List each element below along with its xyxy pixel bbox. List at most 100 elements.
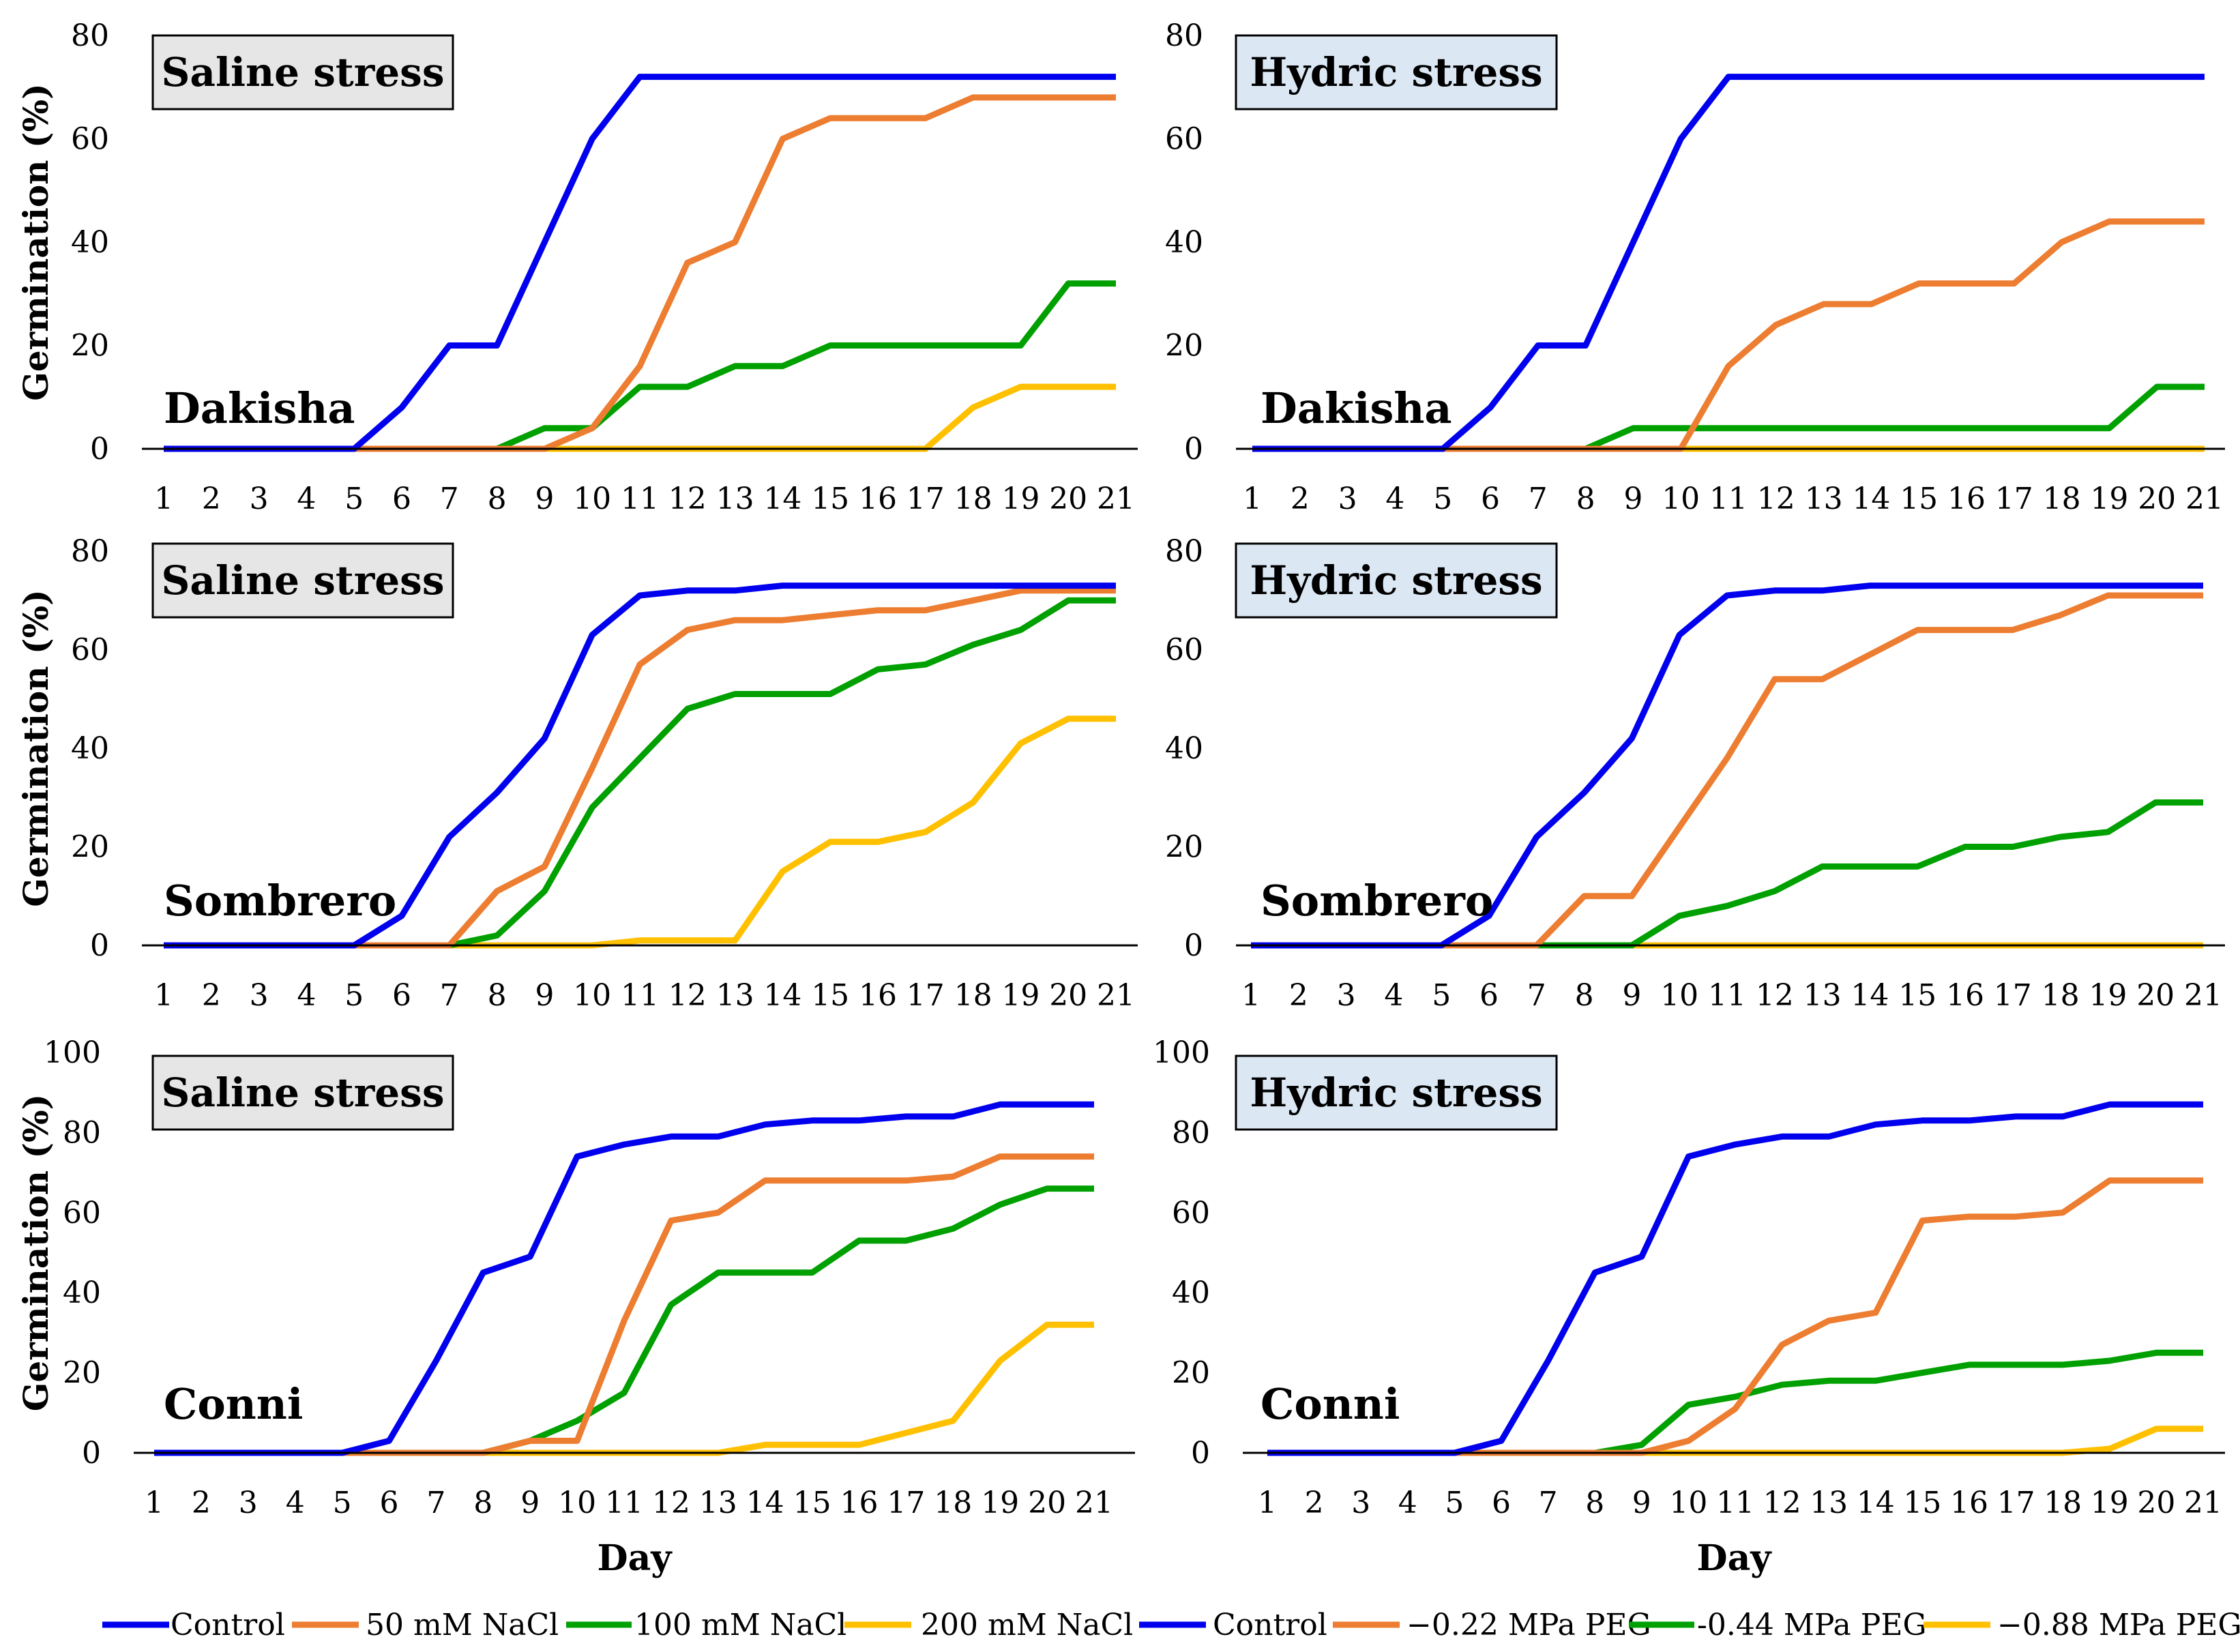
series-line-control [1267,1101,2203,1456]
y-tick-label: 0 [1191,1436,1210,1471]
x-tick-label: 19 [2090,482,2128,516]
x-tick-label: 19 [1001,978,1040,1013]
x-tick-label: 6 [1481,482,1500,516]
x-tick-label: 9 [535,978,554,1013]
x-tick-label: 7 [440,482,459,516]
x-tick-label: 18 [2042,978,2080,1013]
y-tick-label: 40 [1165,731,1203,766]
x-tick-label: 8 [1585,1486,1604,1520]
legend-item: -0.44 MPa PEG [1629,1608,1927,1642]
x-tick-label: 15 [811,482,849,516]
x-tick-label: 16 [859,978,897,1013]
x-tick-label: 10 [1669,1486,1707,1520]
y-tick-label: 100 [1153,1035,1210,1070]
x-tick-label: 11 [1709,482,1748,516]
x-tick-label: 4 [286,1486,305,1520]
x-tick-label: 18 [934,1486,972,1520]
cultivar-label: Conni [164,1379,303,1429]
x-tick-label: 15 [793,1486,831,1520]
x-tick-label: 5 [344,978,364,1013]
x-tick-label: 2 [1305,1486,1324,1520]
y-tick-label: 80 [1165,18,1203,53]
x-tick-label: 18 [954,978,992,1013]
legend-item: 100 mM NaCl [566,1608,846,1642]
x-tick-label: 14 [763,978,801,1013]
x-tick-label: 16 [1947,482,1986,516]
y-tick-label: 20 [63,1356,101,1391]
x-tick-label: 8 [488,978,507,1013]
x-tick-label: 20 [2138,482,2176,516]
x-tick-label: 4 [1384,978,1403,1013]
x-tick-label: 5 [1445,1486,1464,1520]
y-tick-label: 40 [71,731,109,766]
x-tick-label: 1 [1243,482,1262,516]
x-tick-label: 18 [2044,1486,2082,1520]
x-tick-label: 17 [1994,978,2032,1013]
x-tick-label: 18 [2043,482,2081,516]
y-tick-label: 80 [71,534,109,569]
x-tick-label: 11 [1708,978,1746,1013]
y-tick-label: 20 [1165,830,1203,865]
y-axis-label: Germination (%) [16,83,56,401]
panel-title: Saline stress [161,557,444,604]
panel-title: Hydric stress [1250,1070,1542,1116]
panel-title-box [151,34,454,110]
x-tick-label: 2 [202,482,221,516]
legend-label: 50 mM NaCl [366,1608,559,1642]
x-tick-label: 19 [2091,1486,2129,1520]
x-tick-label: 4 [297,482,316,516]
x-tick-label: 17 [887,1486,925,1520]
legend-label: −0.88 MPa PEG [1997,1608,2240,1642]
y-tick-label: 20 [1165,329,1203,364]
x-tick-label: 21 [2184,978,2222,1013]
y-tick-label: 60 [1165,633,1203,668]
x-tick-label: 7 [1527,978,1546,1013]
y-tick-label: 60 [71,122,109,157]
x-tick-label: 20 [1049,482,1087,516]
x-tick-label: 16 [840,1486,879,1520]
y-tick-label: 60 [71,633,109,668]
legend-item: −0.22 MPa PEG [1333,1608,1651,1642]
x-tick-label: 14 [1851,978,1889,1013]
x-tick-label: 16 [1950,1486,1988,1520]
x-tick-label: 3 [1337,978,1356,1013]
x-tick-label: 3 [250,482,269,516]
x-tick-label: 19 [1001,482,1040,516]
x-tick-label: 12 [1763,1486,1801,1520]
x-tick-label: 1 [1241,978,1261,1013]
series-line-0-88-mpa-peg [1267,1426,2203,1456]
x-tick-label: 19 [981,1486,1019,1520]
x-tick-label: 13 [1805,482,1843,516]
x-tick-label: 7 [1539,1486,1558,1520]
x-tick-label: 6 [1479,978,1499,1013]
x-tick-label: 2 [1291,482,1310,516]
x-tick-label: 14 [763,482,801,516]
x-tick-label: 6 [1492,1486,1511,1520]
x-tick-label: 11 [1716,1486,1754,1520]
x-tick-label: 20 [1028,1486,1066,1520]
y-tick-label: 20 [71,329,109,364]
y-axis-label: Germination (%) [16,1094,56,1412]
y-tick-label: 0 [1184,432,1203,467]
x-tick-label: 11 [605,1486,643,1520]
x-tick-label: 21 [1075,1486,1113,1520]
legend-item: Control [102,1608,285,1642]
x-tick-label: 17 [907,978,945,1013]
x-axis-label: Day [1696,1537,1772,1579]
x-tick-label: 14 [746,1486,784,1520]
y-tick-label: 60 [1165,122,1203,157]
panel-title-box [1235,542,1558,619]
x-tick-label: 9 [1623,482,1642,516]
y-tick-label: 20 [71,830,109,865]
x-tick-label: 7 [426,1486,445,1520]
x-tick-label: 9 [535,482,554,516]
x-tick-label: 12 [1757,482,1795,516]
x-tick-label: 21 [2184,1486,2222,1520]
x-tick-label: 13 [1803,978,1842,1013]
